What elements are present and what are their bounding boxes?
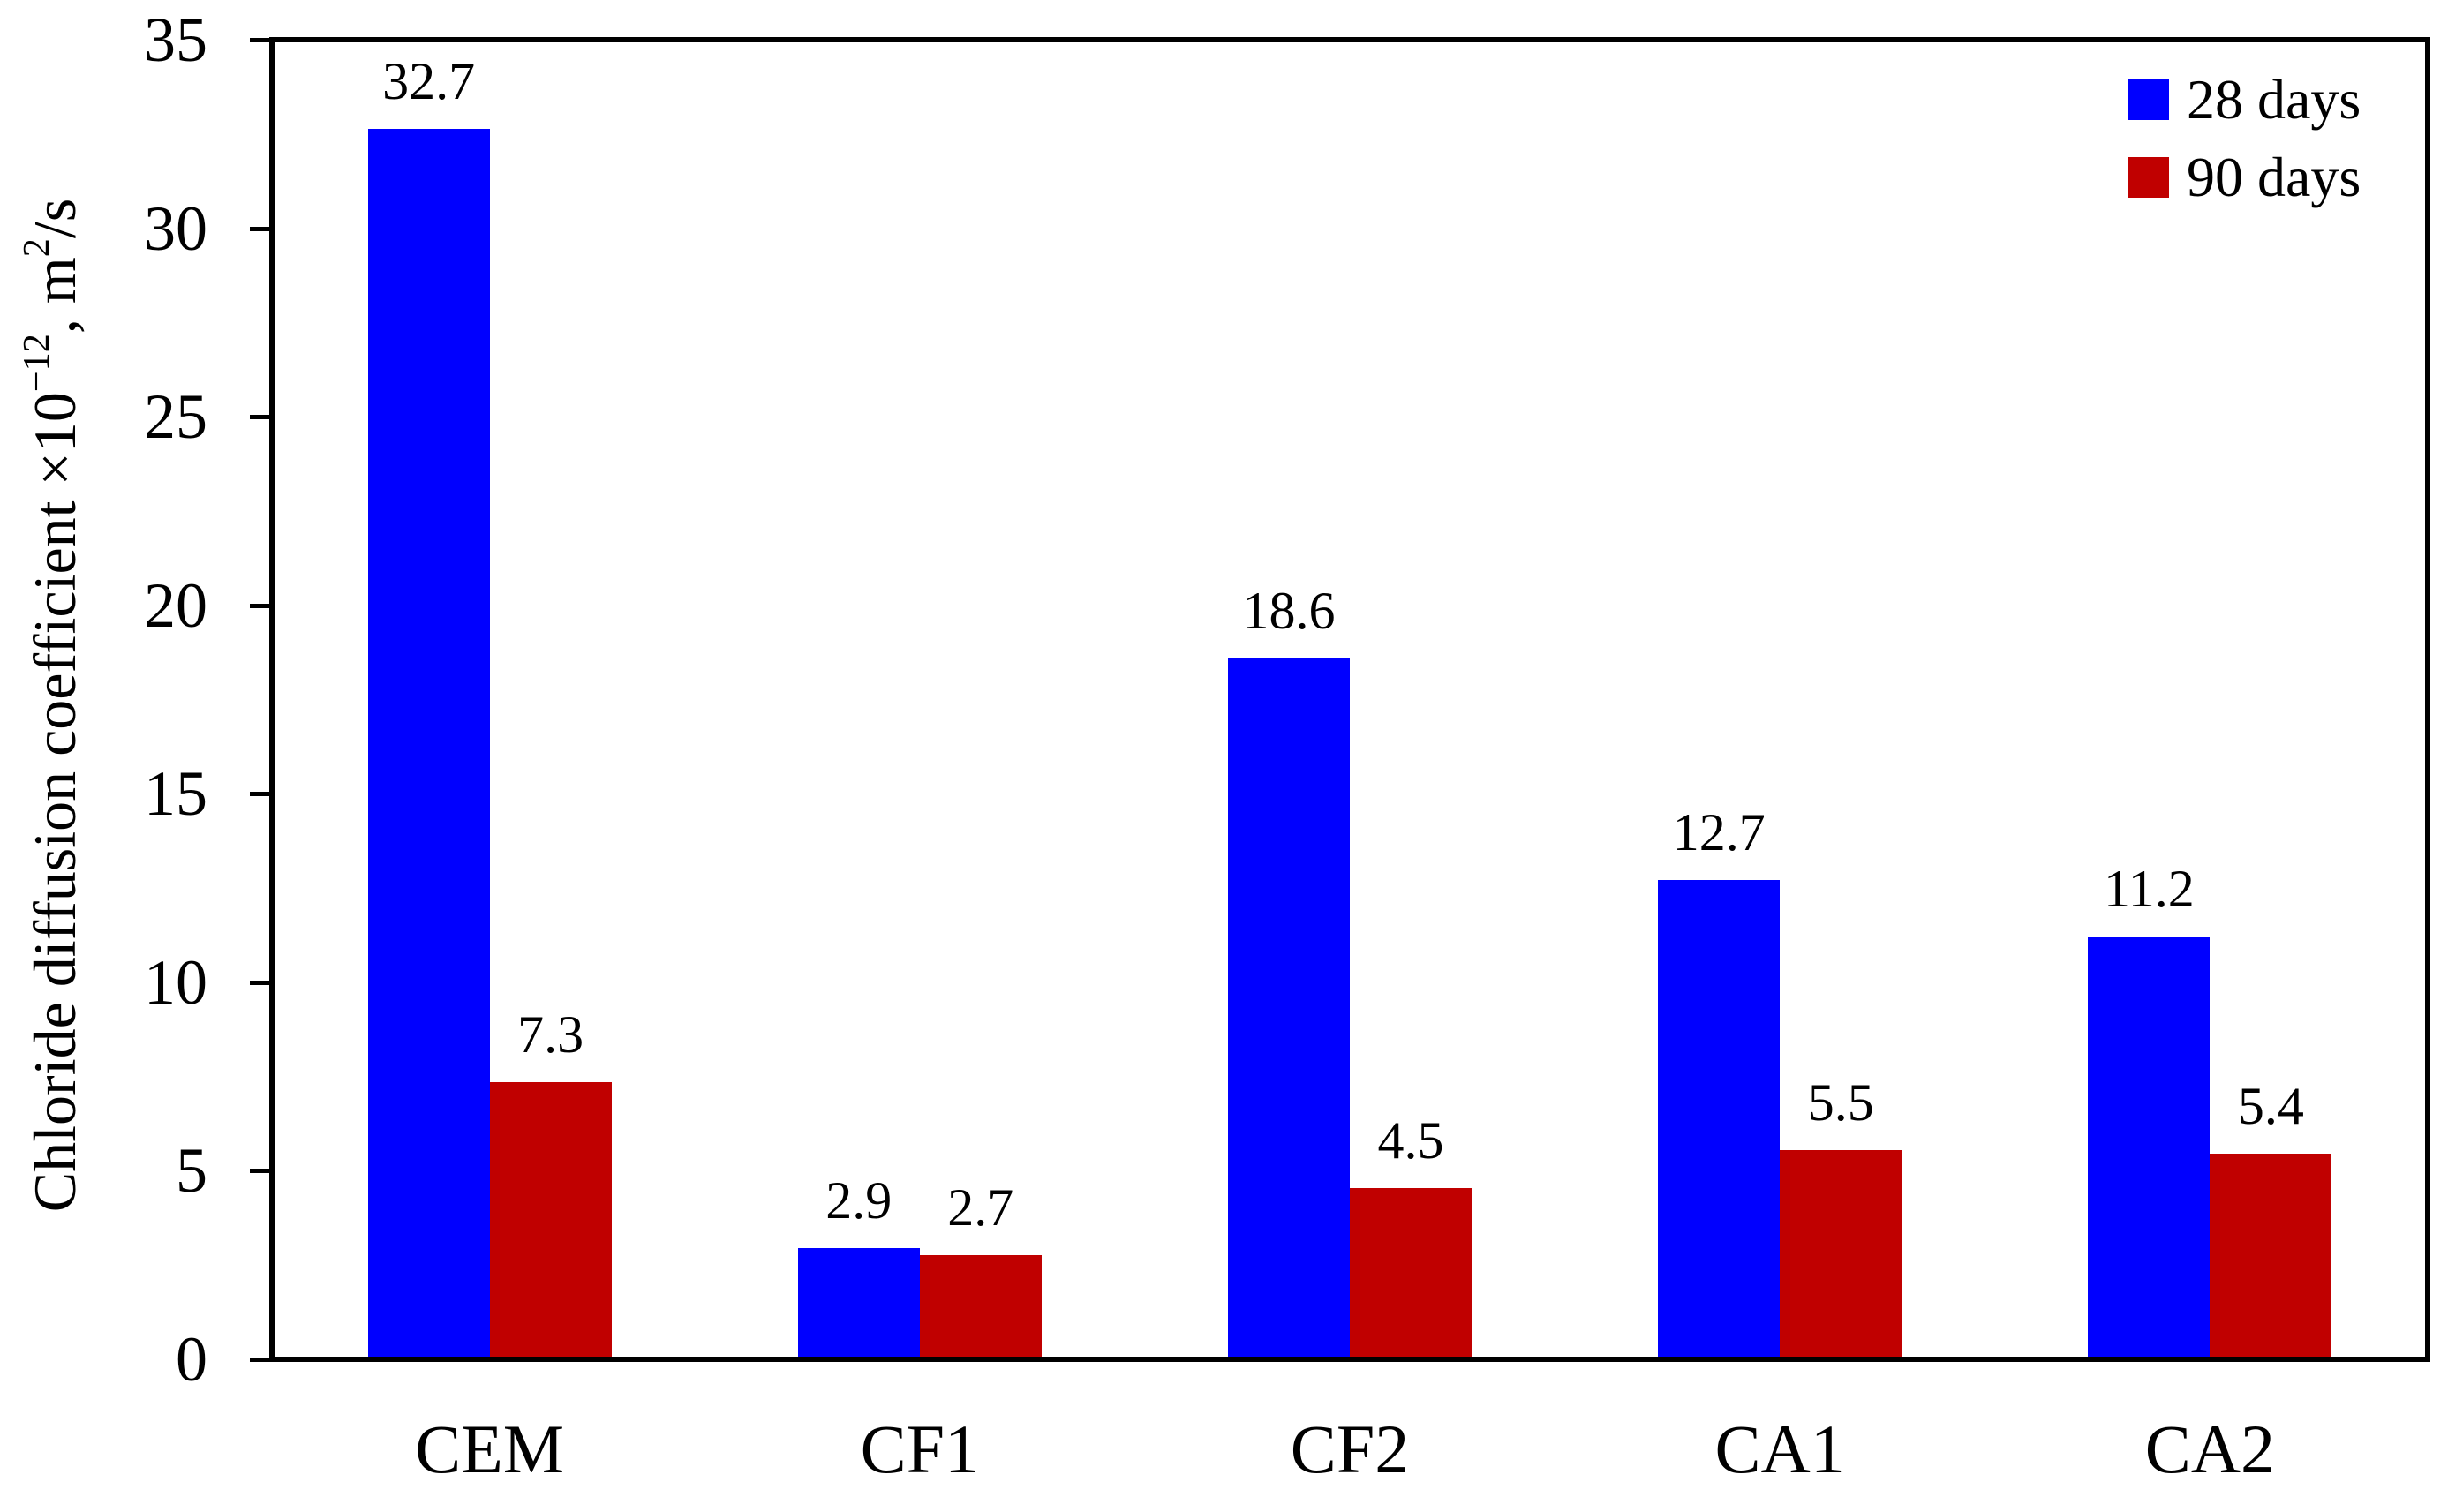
bar-cem-90days bbox=[489, 1082, 612, 1357]
value-label-ca2-90days: 5.4 bbox=[2237, 1077, 2304, 1136]
y-tick-label-25: 25 bbox=[144, 381, 207, 453]
y-tick-label-10: 10 bbox=[144, 946, 207, 1018]
bar-cf1-90days bbox=[919, 1255, 1042, 1357]
y-tick-10 bbox=[250, 980, 272, 985]
value-label-cf1-28days: 2.9 bbox=[825, 1170, 893, 1230]
plot-inner: 32.7 2.9 18.6 12.7 11.2 7.3 2.7 4.5 5.5 5.4 28 day… bbox=[275, 42, 2425, 1357]
y-tick-15 bbox=[250, 792, 272, 797]
value-label-ca1-28days: 12.7 bbox=[1672, 802, 1766, 861]
legend-label-90days: 90 days bbox=[2187, 146, 2361, 208]
y-tick-30 bbox=[250, 226, 272, 231]
legend-item-90days: 90 days bbox=[2128, 138, 2361, 217]
y-tick-35 bbox=[250, 38, 272, 42]
y-tick-label-5: 5 bbox=[176, 1135, 207, 1207]
legend-label-28days: 28 days bbox=[2187, 68, 2361, 131]
value-label-ca1-90days: 5.5 bbox=[1807, 1073, 1874, 1132]
bar-ca2-90days bbox=[2210, 1154, 2332, 1357]
bar-ca2-28days bbox=[2088, 936, 2211, 1357]
bar-cf2-90days bbox=[1350, 1187, 1472, 1357]
y-tick-label-30: 30 bbox=[144, 192, 207, 264]
x-category-label-cf2: CF2 bbox=[1290, 1410, 1410, 1487]
y-tick-25 bbox=[250, 415, 272, 420]
x-category-label-cem: CEM bbox=[415, 1410, 565, 1487]
value-label-ca2-28days: 11.2 bbox=[2104, 859, 2195, 918]
legend-swatch-90days bbox=[2128, 157, 2169, 198]
y-tick-label-15: 15 bbox=[144, 758, 207, 830]
y-tick-20 bbox=[250, 603, 272, 608]
y-tick-5 bbox=[250, 1169, 272, 1174]
value-label-cf1-90days: 2.7 bbox=[947, 1178, 1014, 1237]
x-category-label-ca1: CA1 bbox=[1714, 1410, 1845, 1487]
x-category-label-cf1: CF1 bbox=[860, 1410, 979, 1487]
value-label-cem-90days: 7.3 bbox=[517, 1005, 584, 1064]
bar-ca1-28days bbox=[1658, 879, 1781, 1357]
legend-swatch-28days bbox=[2128, 79, 2169, 120]
bar-ca1-90days bbox=[1780, 1150, 1902, 1357]
value-label-cem-28days: 32.7 bbox=[382, 51, 476, 110]
bar-cem-28days bbox=[367, 128, 490, 1357]
x-category-label-ca2: CA2 bbox=[2144, 1410, 2276, 1487]
bar-cf2-28days bbox=[1228, 658, 1350, 1357]
y-tick-label-0: 0 bbox=[176, 1324, 207, 1395]
y-tick-0 bbox=[250, 1358, 272, 1362]
value-label-cf2-28days: 18.6 bbox=[1242, 581, 1336, 640]
legend-item-28days: 28 days bbox=[2128, 60, 2361, 139]
value-label-cf2-90days: 4.5 bbox=[1377, 1110, 1444, 1170]
y-tick-label-35: 35 bbox=[144, 4, 207, 75]
plot-area: 32.7 2.9 18.6 12.7 11.2 7.3 2.7 4.5 5.5 5.4 28 day… bbox=[269, 37, 2430, 1362]
y-tick-label-20: 20 bbox=[144, 569, 207, 641]
bar-cf1-28days bbox=[797, 1247, 920, 1357]
y-axis-title-unit: , m bbox=[21, 257, 88, 335]
